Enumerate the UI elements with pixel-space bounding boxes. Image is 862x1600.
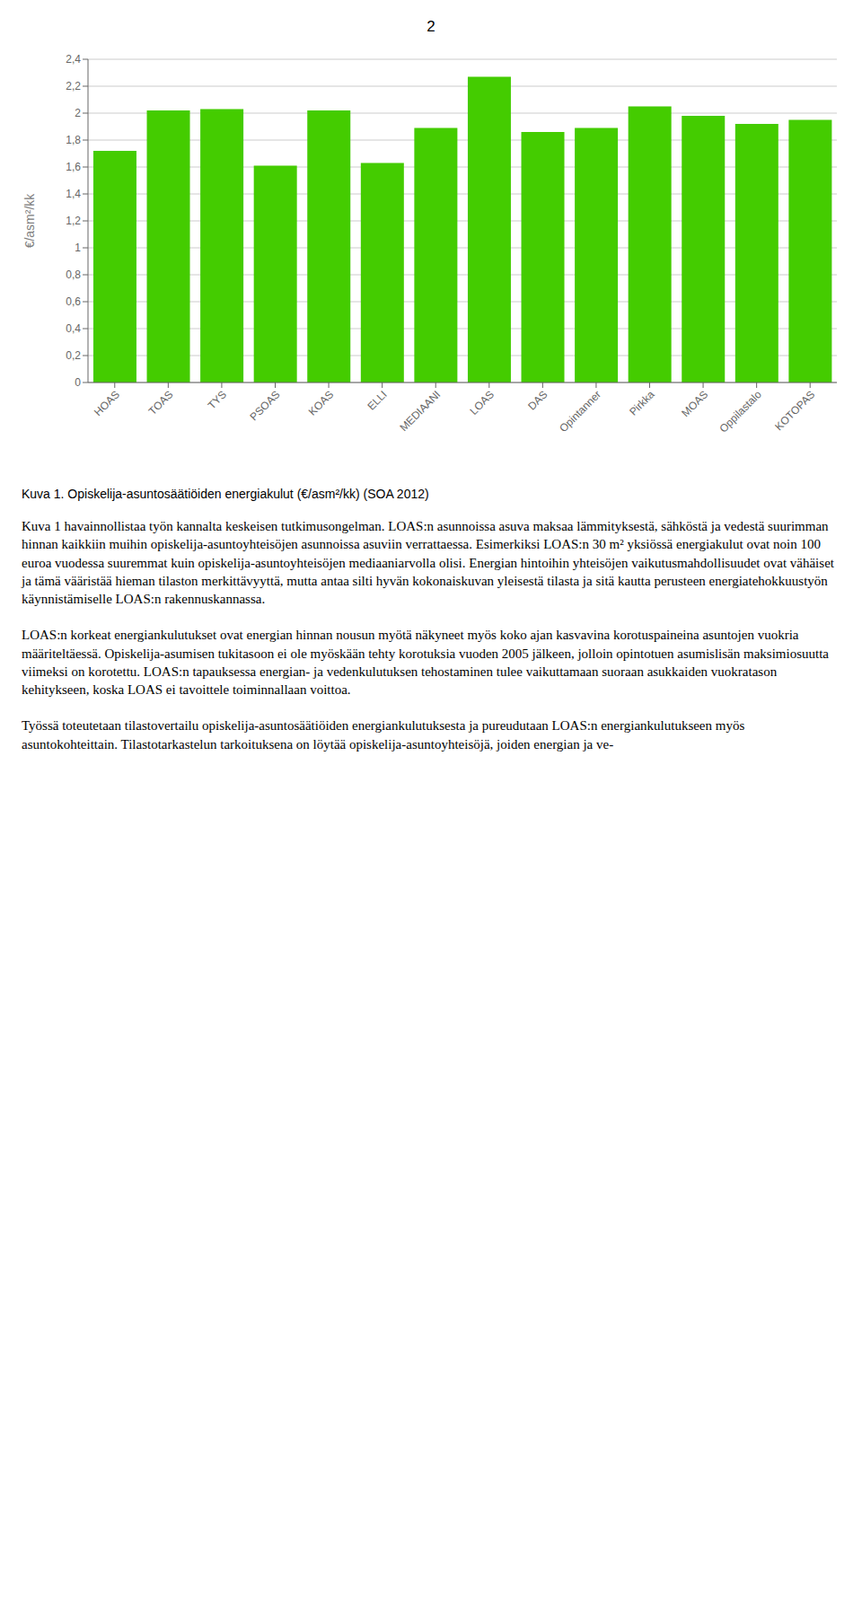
- svg-text:KOAS: KOAS: [306, 387, 336, 418]
- svg-text:DAS: DAS: [525, 387, 550, 413]
- svg-text:1,6: 1,6: [65, 160, 81, 174]
- svg-text:ELLI: ELLI: [364, 387, 389, 413]
- svg-text:MOAS: MOAS: [678, 387, 711, 420]
- svg-text:1,8: 1,8: [65, 133, 81, 147]
- svg-text:LOAS: LOAS: [466, 387, 497, 418]
- html-text:Työssä toteutetaan tilastovert: Työssä toteutetaan tilastovertailu opisk…: [21, 718, 745, 752]
- svg-text:Opintanner: Opintanner: [556, 387, 604, 435]
- svg-text:0,8: 0,8: [65, 268, 81, 282]
- svg-text:HOAS: HOAS: [91, 387, 123, 419]
- svg-text:0,2: 0,2: [65, 349, 81, 362]
- svg-text:0,4: 0,4: [65, 322, 81, 335]
- svg-text:1: 1: [74, 241, 81, 255]
- svg-text:2,4: 2,4: [65, 52, 81, 66]
- svg-text:KOTOPAS: KOTOPAS: [772, 387, 818, 433]
- html-text:Kuva 1 havainnollistaa työn ka: Kuva 1 havainnollistaa työn kannalta kes…: [21, 518, 835, 607]
- svg-text:0: 0: [74, 376, 81, 389]
- svg-text:€/asm²/kk: €/asm²/kk: [22, 193, 37, 249]
- svg-text:TYS: TYS: [205, 387, 229, 412]
- svg-text:0,6: 0,6: [65, 295, 81, 308]
- svg-text:Oppilastalo: Oppilastalo: [716, 387, 765, 436]
- svg-text:Pirkka: Pirkka: [626, 387, 658, 419]
- svg-text:2: 2: [74, 106, 81, 120]
- svg-text:2,2: 2,2: [65, 79, 81, 93]
- svg-text:TOAS: TOAS: [146, 387, 176, 418]
- html-text:2: 2: [426, 17, 436, 36]
- svg-text:PSOAS: PSOAS: [247, 387, 283, 423]
- html-text:LOAS:n korkeat energiankulutuk: LOAS:n korkeat energiankulutukset ovat e…: [21, 627, 829, 697]
- svg-text:MEDIAANI: MEDIAANI: [396, 387, 443, 434]
- html-text:Kuva 1. Opiskelija-asuntosääti: Kuva 1. Opiskelija-asuntosäätiöiden ener…: [21, 486, 429, 502]
- svg-text:1,4: 1,4: [65, 187, 81, 201]
- svg-text:1,2: 1,2: [65, 214, 81, 228]
